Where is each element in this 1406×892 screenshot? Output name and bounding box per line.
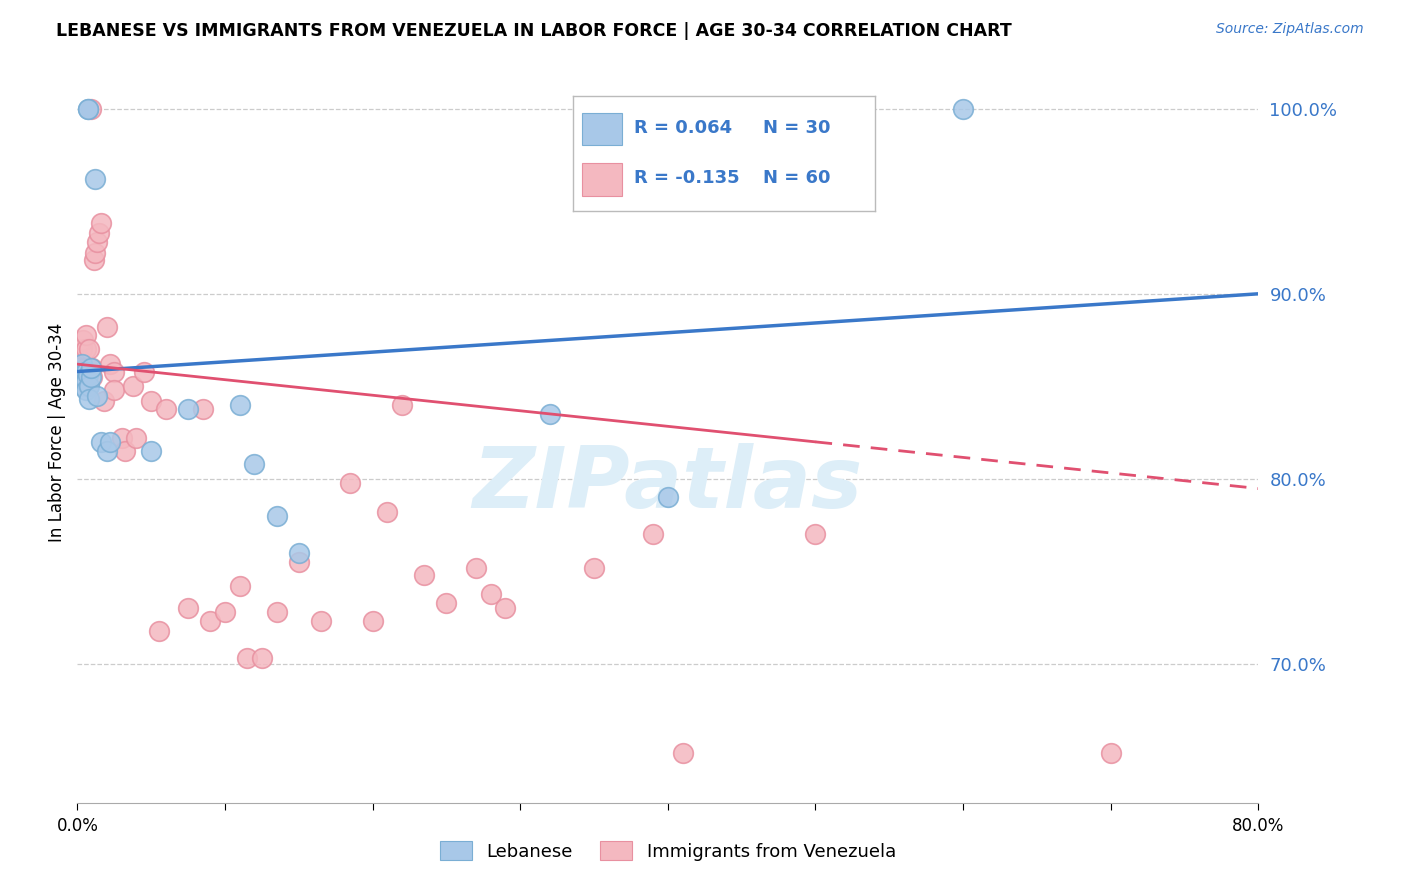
Point [228, 398, 252, 412]
Point [93, 394, 115, 409]
Point [103, 383, 125, 397]
Point [75, 327, 97, 342]
Point [79, 370, 101, 384]
Point [643, 527, 665, 541]
Point [75, 374, 97, 388]
Point [250, 651, 273, 665]
Point [288, 555, 311, 569]
Point [79, 360, 101, 375]
Point [75, 365, 97, 379]
Point [495, 601, 517, 615]
Text: ZIPatlas: ZIPatlas [472, 443, 863, 526]
Point [72, 365, 94, 379]
Text: LEBANESE VS IMMIGRANTS FROM VENEZUELA IN LABOR FORCE | AGE 30-34 CORRELATION CHA: LEBANESE VS IMMIGRANTS FROM VENEZUELA IN… [56, 22, 1012, 40]
Point [479, 587, 502, 601]
Point [266, 508, 288, 523]
Point [73, 368, 96, 383]
Point [177, 601, 200, 615]
Point [148, 624, 170, 638]
Point [77, 343, 100, 357]
Point [98, 434, 121, 449]
Point [70, 357, 93, 371]
Point [103, 365, 125, 379]
Point [132, 365, 155, 379]
Point [73, 374, 96, 388]
Point [114, 444, 136, 458]
Point [69, 365, 91, 379]
Point [70, 368, 93, 383]
Point [141, 444, 163, 458]
Point [89, 226, 111, 240]
Point [804, 527, 827, 541]
Point [228, 579, 252, 593]
Point [111, 431, 132, 445]
Point [76, 360, 98, 375]
Point [309, 615, 332, 629]
Point [82, 370, 104, 384]
Point [76, 102, 98, 116]
Point [90, 217, 112, 231]
Point [243, 457, 266, 471]
Point [84, 246, 107, 260]
Point [72, 333, 94, 347]
Point [73, 360, 96, 375]
Point [86, 235, 108, 249]
Point [75, 343, 97, 357]
Point [155, 401, 177, 416]
Point [75, 383, 97, 397]
Point [77, 379, 100, 393]
Point [72, 379, 94, 393]
Point [141, 394, 163, 409]
Point [77, 365, 100, 379]
Point [70, 343, 93, 357]
Point [266, 605, 288, 619]
Point [73, 376, 96, 390]
Point [538, 407, 561, 421]
Point [413, 568, 436, 582]
Point [952, 102, 974, 116]
Point [90, 434, 112, 449]
Point [1099, 746, 1122, 760]
Point [391, 398, 413, 412]
Point [96, 320, 118, 334]
Point [83, 253, 105, 268]
Text: Source: ZipAtlas.com: Source: ZipAtlas.com [1216, 22, 1364, 37]
Point [191, 401, 214, 416]
Point [377, 505, 399, 519]
Point [214, 605, 236, 619]
Point [96, 444, 118, 458]
Point [339, 475, 361, 490]
Point [436, 596, 458, 610]
Point [122, 379, 145, 393]
Point [73, 365, 96, 379]
Point [69, 351, 91, 366]
Legend: Lebanese, Immigrants from Venezuela: Lebanese, Immigrants from Venezuela [432, 834, 904, 868]
Point [76, 379, 98, 393]
Point [464, 560, 488, 574]
Point [82, 360, 104, 375]
Point [125, 431, 148, 445]
Point [657, 491, 679, 505]
Point [72, 368, 94, 383]
Point [86, 389, 108, 403]
Point [200, 615, 222, 629]
Point [76, 102, 98, 116]
Point [361, 615, 384, 629]
Point [672, 746, 695, 760]
Point [98, 357, 121, 371]
Y-axis label: In Labor Force | Age 30-34: In Labor Force | Age 30-34 [48, 323, 66, 542]
Point [288, 546, 311, 560]
Point [77, 392, 100, 407]
Point [70, 357, 93, 371]
Point [583, 560, 606, 574]
Point [84, 172, 107, 186]
Point [177, 401, 200, 416]
Point [79, 102, 101, 116]
Point [236, 651, 259, 665]
Point [76, 368, 98, 383]
